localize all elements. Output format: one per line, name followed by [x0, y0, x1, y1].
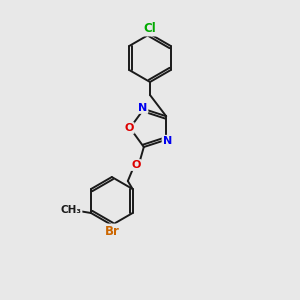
Text: N: N	[138, 103, 147, 113]
Text: Cl: Cl	[144, 22, 156, 35]
Text: Br: Br	[104, 224, 119, 238]
Text: O: O	[131, 160, 140, 170]
Text: O: O	[124, 123, 134, 133]
Text: CH₃: CH₃	[61, 205, 82, 215]
Text: N: N	[163, 136, 172, 146]
